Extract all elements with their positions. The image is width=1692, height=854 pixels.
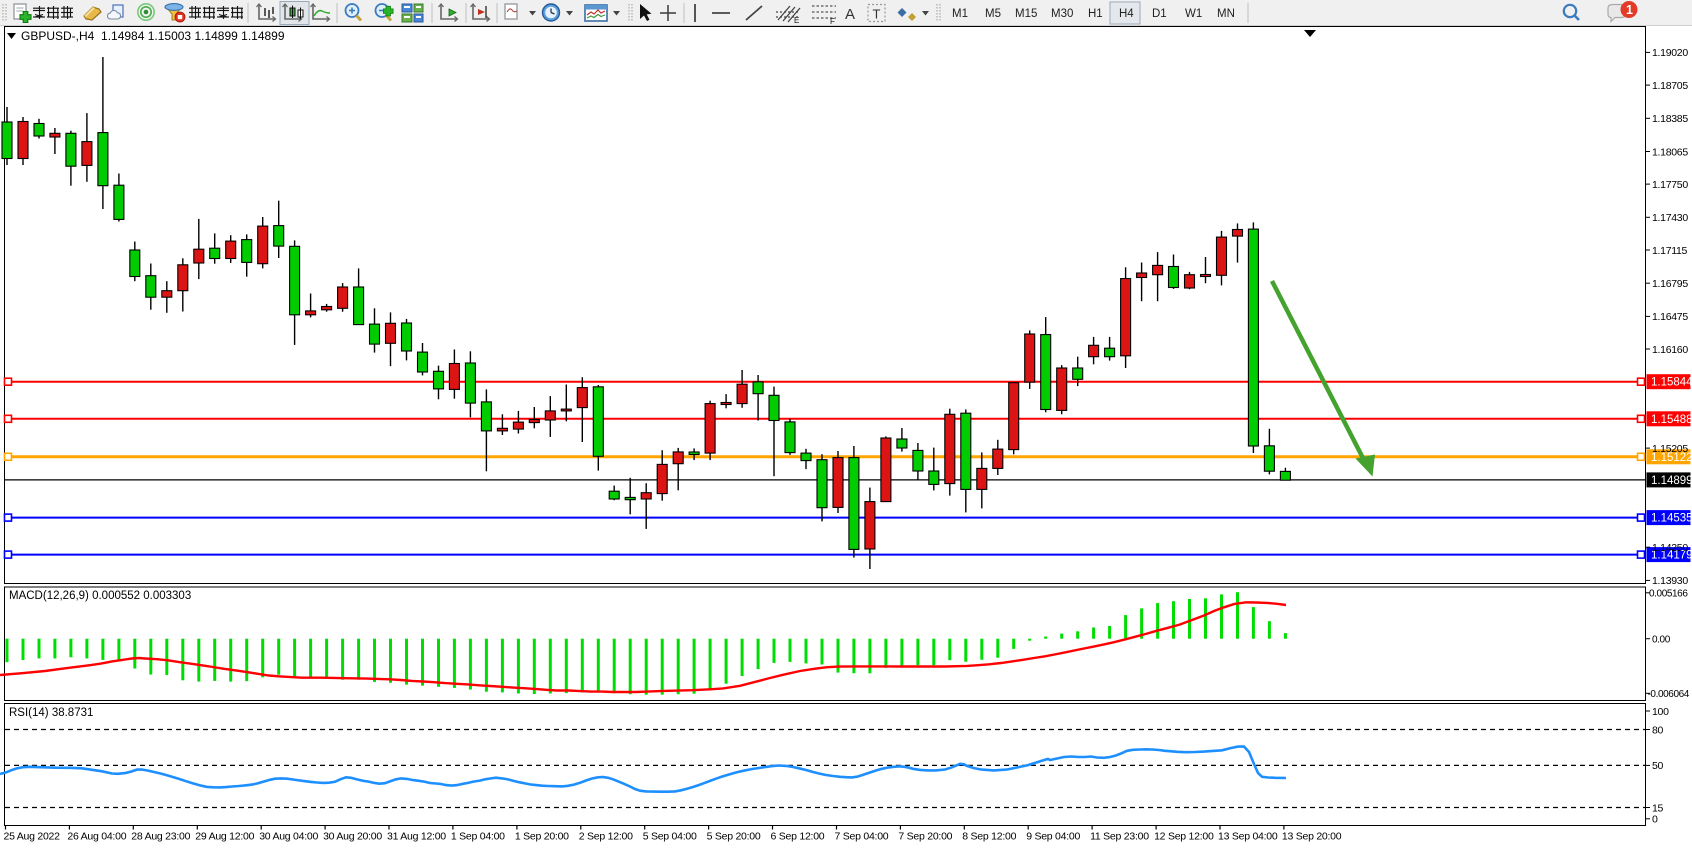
svg-text:1.14179: 1.14179 — [1651, 550, 1692, 562]
svg-text:12 Sep 12:00: 12 Sep 12:00 — [1154, 831, 1214, 843]
svg-text:1 Sep 20:00: 1 Sep 20:00 — [515, 831, 569, 843]
svg-text:1.14899: 1.14899 — [1651, 475, 1692, 487]
svg-text:13 Sep 04:00: 13 Sep 04:00 — [1218, 831, 1278, 843]
svg-text:13 Sep 20:00: 13 Sep 20:00 — [1282, 831, 1342, 843]
svg-text:T: T — [873, 7, 881, 22]
svg-text:D1: D1 — [1152, 8, 1167, 20]
svg-text:0: 0 — [1652, 814, 1658, 826]
svg-text:31 Aug 12:00: 31 Aug 12:00 — [387, 831, 446, 843]
svg-text:RSI(14) 38.8731: RSI(14) 38.8731 — [9, 707, 93, 719]
svg-text:M1: M1 — [952, 8, 968, 20]
svg-text:11 Sep 23:00: 11 Sep 23:00 — [1090, 831, 1149, 843]
svg-text:5 Sep 20:00: 5 Sep 20:00 — [707, 831, 761, 843]
svg-text:-0.006064: -0.006064 — [1648, 689, 1690, 700]
svg-text:E: E — [794, 16, 799, 25]
svg-text:9 Sep 04:00: 9 Sep 04:00 — [1026, 831, 1080, 843]
svg-text:1.15205: 1.15205 — [1652, 443, 1688, 455]
svg-text:1.17115: 1.17115 — [1652, 245, 1688, 257]
svg-text:1.19020: 1.19020 — [1652, 47, 1688, 59]
svg-text:1.18705: 1.18705 — [1652, 80, 1688, 92]
svg-text:26 Aug 04:00: 26 Aug 04:00 — [67, 831, 126, 843]
svg-text:1.17430: 1.17430 — [1652, 212, 1688, 224]
svg-text:6 Sep 12:00: 6 Sep 12:00 — [771, 831, 825, 843]
svg-text:15: 15 — [1652, 802, 1664, 814]
svg-text:1.13930: 1.13930 — [1652, 575, 1688, 587]
svg-text:30 Aug 20:00: 30 Aug 20:00 — [323, 831, 382, 843]
svg-text:H4: H4 — [1119, 8, 1134, 20]
svg-text:100: 100 — [1652, 706, 1669, 718]
svg-text:80: 80 — [1652, 724, 1664, 736]
svg-text:1.16160: 1.16160 — [1652, 344, 1688, 356]
svg-text:7 Sep 20:00: 7 Sep 20:00 — [898, 831, 952, 843]
svg-text:1.15488: 1.15488 — [1651, 414, 1692, 426]
svg-text:1 Sep 04:00: 1 Sep 04:00 — [451, 831, 505, 843]
svg-text:1.15122: 1.15122 — [1651, 452, 1692, 464]
svg-text:A: A — [845, 6, 855, 23]
svg-text:F: F — [830, 17, 835, 26]
svg-text:25 Aug 2022: 25 Aug 2022 — [4, 831, 61, 843]
svg-text:M5: M5 — [985, 8, 1001, 20]
svg-text:8 Sep 12:00: 8 Sep 12:00 — [962, 831, 1016, 843]
svg-text:1.14250: 1.14250 — [1652, 542, 1688, 554]
svg-text:1.14535: 1.14535 — [1651, 513, 1692, 525]
svg-text:MACD(12,26,9) 0.000552 0.00330: MACD(12,26,9) 0.000552 0.003303 — [9, 590, 191, 602]
svg-text:MN: MN — [1217, 8, 1235, 20]
svg-text:0.005166: 0.005166 — [1649, 589, 1688, 600]
svg-text:50: 50 — [1652, 760, 1664, 772]
svg-text:28 Aug 23:00: 28 Aug 23:00 — [131, 831, 190, 843]
svg-text:0.00: 0.00 — [1652, 635, 1671, 646]
svg-text:1: 1 — [1626, 3, 1633, 17]
svg-text:1.18385: 1.18385 — [1652, 113, 1688, 125]
svg-text:1.16475: 1.16475 — [1652, 311, 1688, 323]
svg-text:29 Aug 12:00: 29 Aug 12:00 — [195, 831, 254, 843]
svg-text:1.15844: 1.15844 — [1651, 377, 1692, 389]
svg-text:2 Sep 12:00: 2 Sep 12:00 — [579, 831, 633, 843]
svg-text:1.16795: 1.16795 — [1652, 278, 1688, 290]
svg-text:30 Aug 04:00: 30 Aug 04:00 — [259, 831, 318, 843]
svg-text:H1: H1 — [1088, 8, 1103, 20]
svg-text:1.17750: 1.17750 — [1652, 179, 1688, 191]
svg-text:M30: M30 — [1051, 8, 1073, 20]
svg-text:1.18065: 1.18065 — [1652, 146, 1688, 158]
svg-text:5 Sep 04:00: 5 Sep 04:00 — [643, 831, 697, 843]
svg-text:W1: W1 — [1185, 8, 1202, 20]
svg-text:7 Sep 04:00: 7 Sep 04:00 — [835, 831, 889, 843]
svg-text:GBPUSD-,H4 1.14984 1.15003 1.: GBPUSD-,H4 1.14984 1.15003 1.14899 1.148… — [21, 29, 285, 43]
svg-text:M15: M15 — [1015, 8, 1037, 20]
